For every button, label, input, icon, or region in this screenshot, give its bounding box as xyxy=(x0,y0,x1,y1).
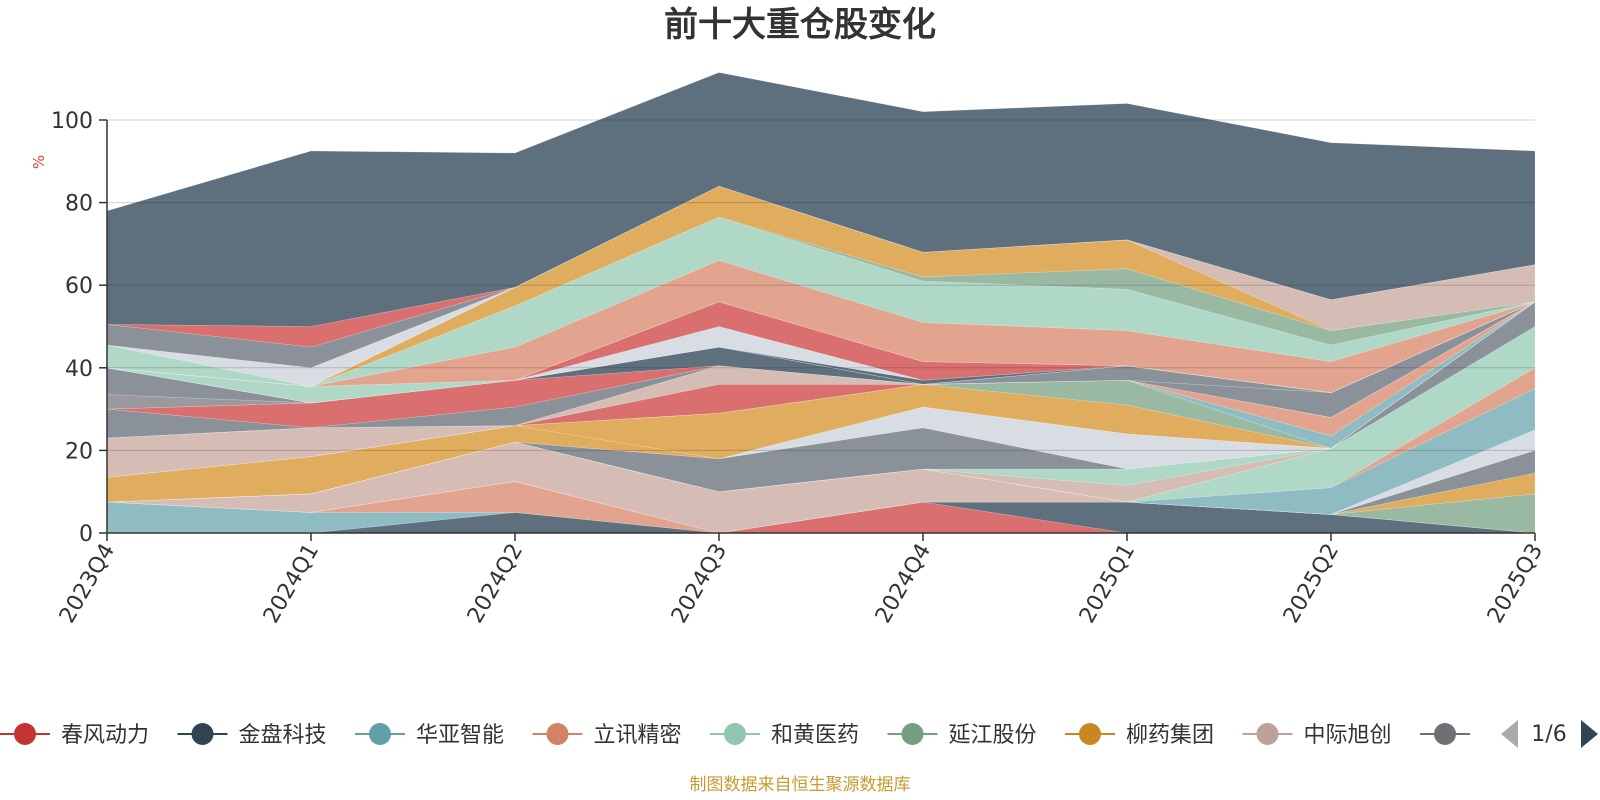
legend-label: 春风动力 xyxy=(61,723,149,748)
legend-label: 华亚智能 xyxy=(416,723,504,748)
y-tick-label: 100 xyxy=(51,109,93,134)
legend-item[interactable]: 延江股份 xyxy=(887,723,1037,748)
triangle-right-icon[interactable] xyxy=(1581,720,1598,748)
legend-item[interactable]: 中际旭创 xyxy=(1242,723,1392,748)
triangle-left-icon[interactable] xyxy=(1501,720,1518,748)
legend-circle-icon xyxy=(724,723,746,745)
legend-circle-icon xyxy=(14,723,36,745)
legend-circle-icon xyxy=(1256,723,1279,745)
data-source-note: 制图数据来自恒生聚源数据库 xyxy=(690,775,911,795)
legend-label: 延江股份 xyxy=(949,723,1037,748)
area-series-group xyxy=(106,72,1536,534)
y-tick-label: 0 xyxy=(79,522,93,547)
legend-circle-icon xyxy=(901,723,924,745)
legend-circle-icon xyxy=(369,723,391,745)
legend-circle-icon xyxy=(191,723,214,745)
legend-label: 立讯精密 xyxy=(594,723,682,748)
legend-item[interactable]: 华亚智能 xyxy=(355,723,504,748)
x-tick-label: 2025Q3 xyxy=(1483,540,1548,628)
y-tick-label: 60 xyxy=(65,274,93,299)
legend-page-indicator: 1/6 xyxy=(1531,722,1566,747)
chart-title: 前十大重仓股变化 xyxy=(664,5,936,45)
legend-label: 柳药集团 xyxy=(1126,723,1214,748)
legend-circle-icon xyxy=(546,723,569,745)
legend-item[interactable] xyxy=(1420,723,1470,745)
legend-label: 金盘科技 xyxy=(239,723,327,748)
axes xyxy=(106,120,1535,534)
legend-circle-icon xyxy=(1434,723,1456,745)
y-tick-label: 80 xyxy=(65,192,93,217)
x-axis-ticks: 2023Q4 2024Q1 2024Q2 2024Q3 2024Q4 2025Q1 2025… xyxy=(55,533,1548,628)
legend-circle-icon xyxy=(1079,723,1101,745)
y-axis-ticks: 0 20 40 60 80 100 xyxy=(51,109,107,547)
gridlines xyxy=(107,119,1535,451)
legend-label: 和黄医药 xyxy=(771,723,859,748)
area-series-7 xyxy=(106,472,1536,534)
x-tick-label: 2024Q1 xyxy=(259,540,324,628)
legend: 春风动力 金盘科技 华亚智能 立讯精密 和黄医药 延江股份 柳药集团 中际旭创 xyxy=(0,723,1470,748)
y-tick-label: 40 xyxy=(65,357,93,382)
x-tick-label: 2024Q3 xyxy=(667,540,732,628)
x-tick-label: 2025Q2 xyxy=(1279,540,1344,628)
legend-item[interactable]: 春风动力 xyxy=(0,723,149,748)
y-tick-label: 20 xyxy=(65,439,93,464)
legend-item[interactable]: 金盘科技 xyxy=(177,723,327,748)
x-tick-label: 2023Q4 xyxy=(55,540,120,628)
y-axis-unit-label: % xyxy=(30,155,48,169)
x-tick-label: 2025Q1 xyxy=(1075,540,1140,628)
legend-item[interactable]: 立讯精密 xyxy=(532,723,682,748)
legend-item[interactable]: 和黄医药 xyxy=(710,723,859,748)
x-tick-label: 2024Q4 xyxy=(871,540,936,628)
area-series-48 xyxy=(106,72,1536,327)
x-tick-label: 2024Q2 xyxy=(463,540,528,628)
legend-item[interactable]: 柳药集团 xyxy=(1065,723,1214,748)
legend-pager: 1/6 xyxy=(1501,720,1598,748)
legend-label: 中际旭创 xyxy=(1304,723,1392,748)
area-series-6 xyxy=(106,481,1536,534)
